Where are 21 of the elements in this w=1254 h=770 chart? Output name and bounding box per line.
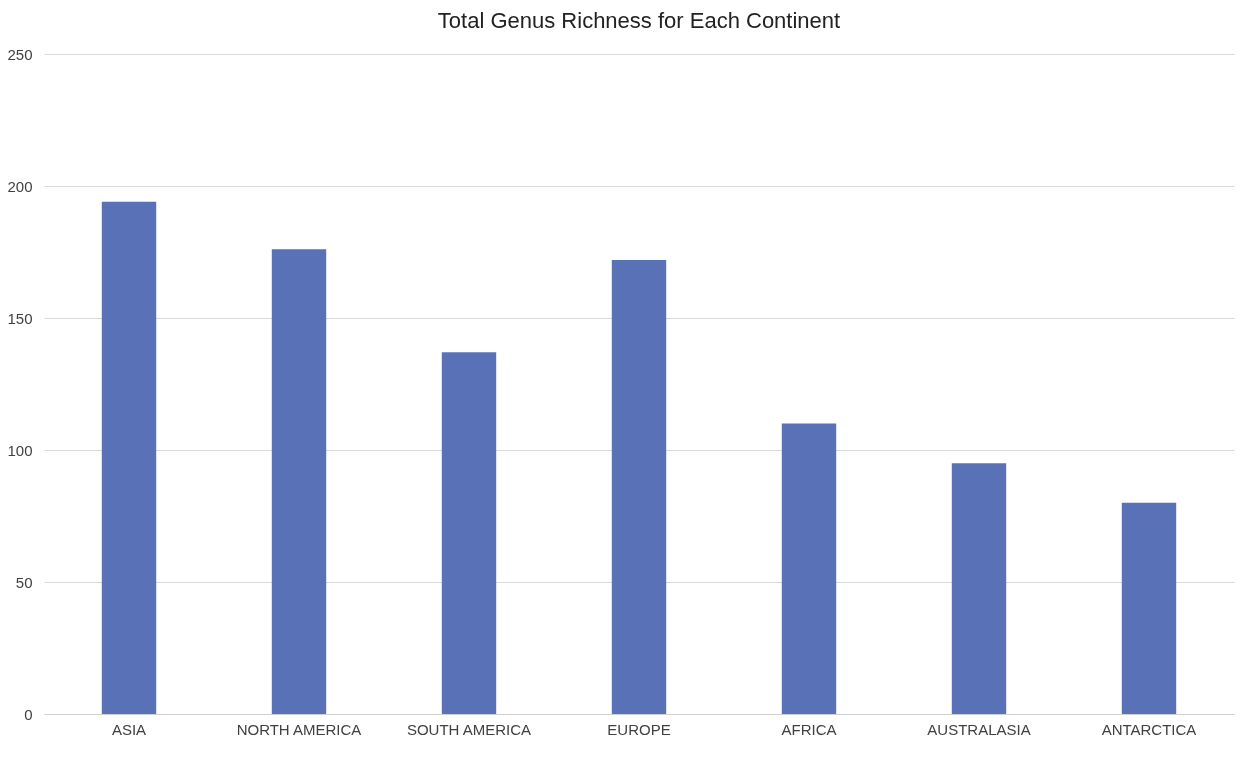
bar <box>271 249 327 714</box>
x-tick-label: EUROPE <box>607 720 671 738</box>
x-tick-label: ASIA <box>111 720 147 738</box>
bar <box>951 463 1007 714</box>
x-tick-label: ANTARCTICA <box>1101 720 1197 738</box>
bar <box>781 423 837 714</box>
x-tick-label: AFRICA <box>781 720 837 738</box>
x-tick-label: SOUTH AMERICA <box>406 720 532 738</box>
y-tick-label: 50 <box>15 573 33 591</box>
y-tick-label: 200 <box>7 177 33 195</box>
y-tick-label: 150 <box>7 309 33 327</box>
bar <box>611 259 667 714</box>
y-tick-label: 0 <box>24 705 33 723</box>
bar <box>101 201 157 714</box>
x-tick-label: AUSTRALASIA <box>927 720 1031 738</box>
x-tick-label: NORTH AMERICA <box>236 720 362 738</box>
bar <box>1121 502 1177 714</box>
y-tick-label: 250 <box>7 45 33 63</box>
chart-title: Total Genus Richness for Each Continent <box>437 8 841 33</box>
bar <box>441 352 497 714</box>
y-tick-label: 100 <box>7 441 33 459</box>
